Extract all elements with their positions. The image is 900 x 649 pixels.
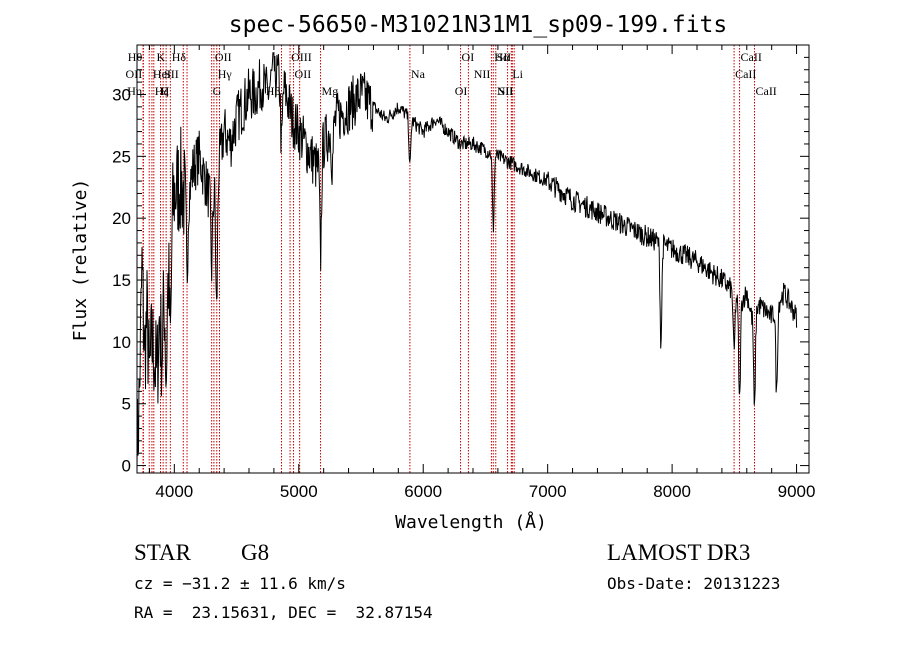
- survey-name: LAMOST DR3: [607, 540, 751, 565]
- spectral-line-label: OI: [462, 50, 475, 64]
- y-tick-label: 30: [112, 85, 131, 104]
- x-tick-label: 9000: [778, 482, 816, 501]
- observation-date: Obs-Date: 20131223: [607, 574, 781, 593]
- plot-frame: [136, 44, 810, 474]
- spectral-line-label: CaII: [735, 67, 756, 81]
- object-subclass: G8: [241, 540, 270, 565]
- spectral-line-labels: Hθ OII Hη HeI Hζ SII K H Hδ G OII Hγ Hβ OIII OII Mg Na OI…: [126, 50, 777, 98]
- x-tick-label: 8000: [653, 482, 691, 501]
- spectral-line-label: H: [161, 84, 170, 98]
- y-tick-label: 10: [112, 333, 131, 352]
- y-tick-label: 20: [112, 209, 131, 228]
- spectral-line-label: Hγ: [218, 67, 233, 81]
- spectral-line-label: OII: [126, 67, 143, 81]
- x-tick-label: 7000: [529, 482, 567, 501]
- y-tick-label: 0: [122, 457, 131, 476]
- spectral-line-label: Hη: [127, 84, 142, 98]
- x-tick-label: 6000: [404, 482, 442, 501]
- spectral-line-label: Na: [411, 67, 426, 81]
- spectral-line-label: Mg: [322, 84, 339, 98]
- x-tick-label: 5000: [280, 482, 318, 501]
- x-axis-label: Wavelength (Å): [395, 511, 547, 533]
- spectral-line-label: Hβ: [266, 84, 281, 98]
- spectral-line-label: NII: [497, 84, 514, 98]
- spectral-line-label: SII: [499, 84, 514, 98]
- spectral-line-label: OIII: [291, 50, 312, 64]
- chart-title: spec-56650-M31021N31M1_sp09-199.fits: [229, 12, 728, 38]
- y-tick-label: 25: [112, 147, 131, 166]
- spectral-line-label: CaII: [755, 84, 776, 98]
- object-class: STAR: [134, 540, 191, 565]
- spectral-line-label: SII: [497, 50, 512, 64]
- spectral-line-label: Hδ: [172, 50, 187, 64]
- spectral-line-label: SII: [164, 67, 179, 81]
- spectral-line-label: Li: [512, 67, 523, 81]
- y-axis-label: Flux (relative): [70, 179, 91, 342]
- redshift-velocity: cz = −31.2 ± 11.6 km/s: [134, 574, 346, 593]
- spectral-line-markers: [142, 45, 755, 473]
- spectral-line-label: CaII: [741, 50, 762, 64]
- spectral-line-label: OI: [455, 84, 468, 98]
- spectral-line-label: Hθ: [128, 50, 143, 64]
- spectral-line-label: HeI: [153, 67, 171, 81]
- y-tick-label: 5: [122, 395, 131, 414]
- spectral-line-label: OII: [295, 67, 312, 81]
- coordinates: RA = 23.15631, DEC = 32.87154: [134, 603, 433, 622]
- spectral-line-label: Hα: [494, 50, 510, 64]
- spectral-line-label: NII: [474, 67, 491, 81]
- spectral-line-label: OII: [215, 50, 232, 64]
- axis-ticks: 4000 5000 6000 7000 8000 9000 0 5 10 15 20 25 30: [112, 45, 815, 501]
- y-tick-label: 15: [112, 271, 131, 290]
- spectral-line-label: G: [213, 84, 222, 98]
- spectrum-line: [136, 51, 798, 470]
- x-tick-label: 4000: [155, 482, 193, 501]
- spectral-line-label: K: [156, 50, 165, 64]
- spectral-line-label: Hζ: [155, 84, 169, 98]
